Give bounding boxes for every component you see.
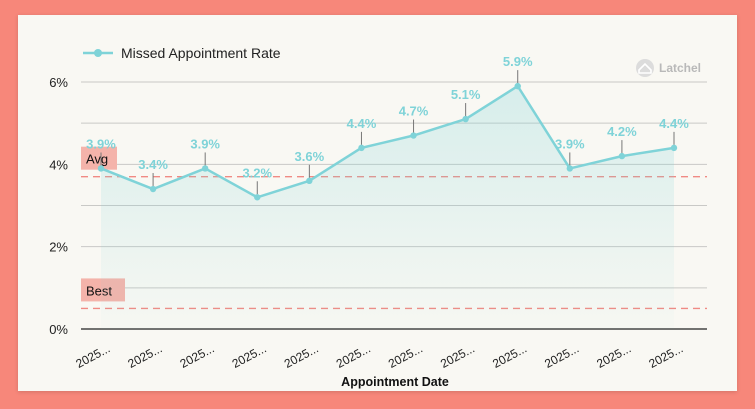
x-tick-label: 2025... <box>282 341 321 371</box>
data-label: 4.2% <box>607 124 637 139</box>
y-tick-label: 0% <box>49 322 68 337</box>
x-tick-label: 2025... <box>646 341 685 371</box>
legend[interactable]: Missed Appointment Rate <box>83 45 281 61</box>
data-point[interactable] <box>97 165 105 172</box>
data-label: 3.2% <box>242 165 272 180</box>
data-label: 3.9% <box>555 136 585 151</box>
y-tick-label: 6% <box>49 75 68 90</box>
x-tick-label: 2025... <box>542 341 581 371</box>
data-label: 4.7% <box>399 104 429 119</box>
x-tick-label: 2025... <box>386 341 425 371</box>
reference-label-bg <box>81 146 117 170</box>
data-point[interactable] <box>149 185 157 193</box>
data-point[interactable] <box>618 152 626 160</box>
x-axis-title: Appointment Date <box>341 375 449 389</box>
data-point[interactable] <box>514 82 521 90</box>
legend-marker <box>94 49 102 57</box>
data-label: 3.9% <box>86 136 116 151</box>
series-line[interactable] <box>100 84 675 199</box>
series[interactable]: 3.9% 3.4% 3.9% 3.2% 3.6% 4.4% 4.7% 5.1% 5.9% 3.9%… <box>86 54 689 201</box>
watermark-text: Latchel <box>659 61 701 75</box>
house-icon-bg <box>636 59 654 77</box>
data-point[interactable] <box>306 177 313 184</box>
data-point[interactable] <box>254 194 261 201</box>
y-tick-label: 4% <box>49 157 68 172</box>
watermark-logo: Latchel <box>636 59 701 77</box>
y-tick-label: 2% <box>49 240 68 255</box>
x-tick-label: 2025... <box>230 341 269 371</box>
data-label: 5.1% <box>451 87 481 102</box>
x-tick-label: 2025... <box>594 341 633 371</box>
series-area <box>101 86 674 329</box>
data-label: 5.9% <box>503 54 533 69</box>
data-point[interactable] <box>462 115 469 123</box>
data-point[interactable] <box>566 165 574 172</box>
legend-label: Missed Appointment Rate <box>121 45 281 61</box>
data-label: 3.6% <box>295 149 325 164</box>
data-point[interactable] <box>410 132 417 139</box>
data-point[interactable] <box>201 165 209 172</box>
x-tick-label: 2025... <box>126 341 165 371</box>
data-label: 3.4% <box>138 157 168 172</box>
data-label: 3.9% <box>190 136 220 151</box>
house-icon <box>638 62 652 74</box>
chart-card: Missed Appointment Rate Latchel 0% 2% 4% 6%… <box>18 15 737 391</box>
x-tick-label: 2025... <box>334 341 373 371</box>
x-tick-label: 2025... <box>490 341 529 371</box>
x-tick-label: 2025... <box>178 341 217 371</box>
x-tick-label: 2025... <box>73 341 112 371</box>
data-point[interactable] <box>670 144 678 152</box>
series-area-fill <box>101 86 674 329</box>
x-axis: 2025... 2025... 2025... 2025... 2025... 2025.… <box>73 341 685 371</box>
line-chart: Missed Appointment Rate Latchel 0% 2% 4% 6%… <box>49 45 707 389</box>
data-point[interactable] <box>358 144 365 152</box>
data-label: 4.4% <box>347 116 377 131</box>
reference-label-avg: Avg <box>86 152 108 167</box>
x-tick-label: 2025... <box>438 341 477 371</box>
data-label: 4.4% <box>659 116 689 131</box>
